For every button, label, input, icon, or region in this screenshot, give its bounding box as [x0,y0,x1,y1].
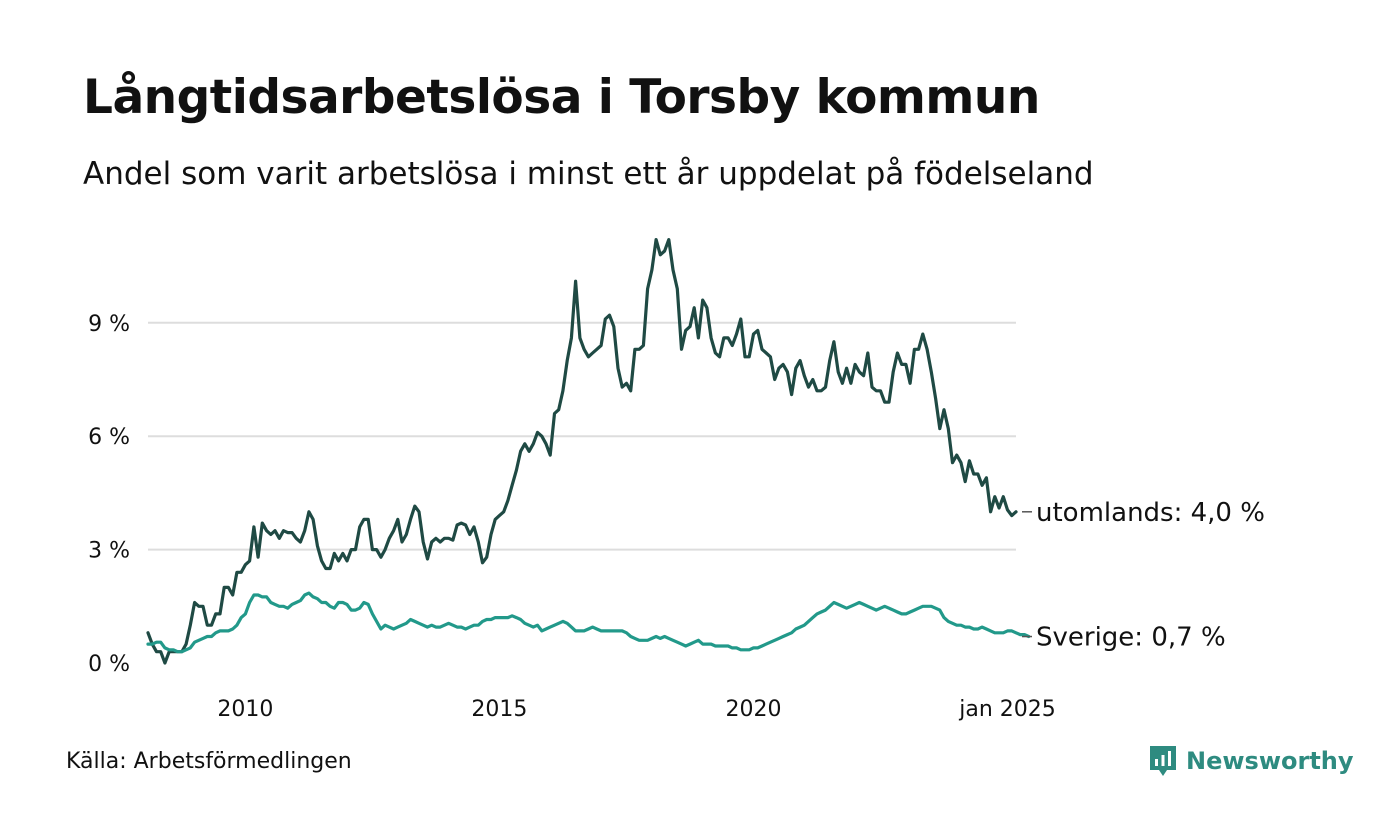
source-note: Källa: Arbetsförmedlingen [66,749,352,774]
y-tick-label: 6 % [88,425,130,450]
series-line-utomlands [146,238,1018,665]
y-tick-label: 3 % [88,539,130,564]
x-tick-label: 2020 [725,697,781,722]
gridlines [148,321,1016,551]
chart-subtitle: Andel som varit arbetslösa i minst ett å… [83,156,1094,192]
y-tick-label: 0 % [88,652,130,677]
x-tick-label: jan 2025 [958,697,1056,722]
x-tick-label: 2015 [471,697,527,722]
end-label-sverige: Sverige: 0,7 % [1036,623,1226,653]
end-labels: utomlands: 4,0 % Sverige: 0,7 % [1022,498,1265,653]
newsworthy-logo-icon [1150,746,1176,776]
y-axis-ticks: 0 % 3 % 6 % 9 % [88,312,130,677]
chart-title: Långtidsarbetslösa i Torsby kommun [83,70,1040,125]
series-line-sverige [146,591,1031,654]
brand-name: Newsworthy [1186,747,1354,775]
end-label-utomlands: utomlands: 4,0 % [1036,498,1265,528]
brand-logo: Newsworthy [1148,744,1354,778]
x-axis-ticks: 2010 2015 2020 jan 2025 [217,697,1055,722]
x-tick-label: 2010 [217,697,273,722]
y-tick-label: 9 % [88,312,130,337]
series-lines [146,238,1031,665]
